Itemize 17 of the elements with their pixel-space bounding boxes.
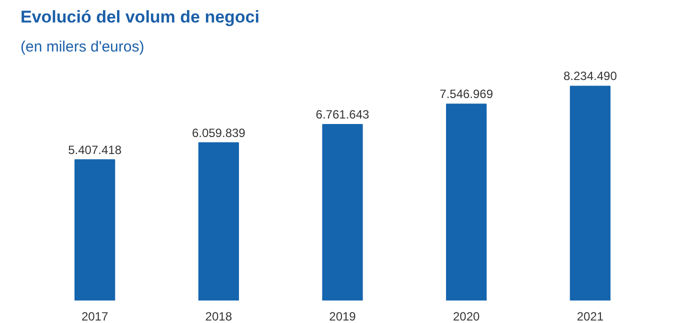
chart-title: Evolució del volum de negoci	[20, 8, 260, 26]
data-label: 6.059.839	[192, 126, 246, 140]
bar	[198, 142, 239, 300]
x-tick-label: 2021	[576, 310, 604, 323]
data-label: 7.546.969	[440, 87, 494, 102]
data-label: 6.761.643	[316, 108, 370, 122]
bar	[322, 124, 363, 300]
bar	[74, 159, 116, 300]
x-tick-label: 2018	[205, 310, 232, 323]
x-tick-label: 2019	[329, 310, 356, 323]
bar	[570, 86, 611, 300]
chart-subtitle: (en milers d'euros)	[20, 38, 144, 56]
data-label: 5.407.418	[68, 142, 122, 157]
x-tick-label: 2017	[81, 310, 108, 323]
x-tick-label: 2020	[453, 310, 480, 323]
data-label: 8.234.490	[564, 69, 618, 84]
bar	[446, 104, 487, 300]
